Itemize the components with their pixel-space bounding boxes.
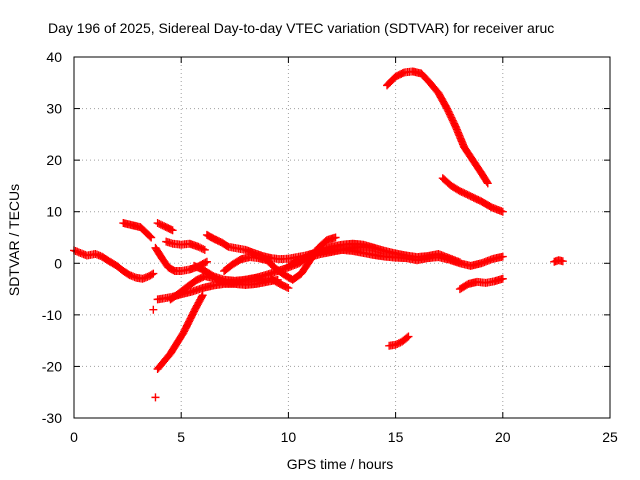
series-arc-e (162, 237, 209, 254)
x-tick-label: 15 (388, 429, 404, 445)
data-layer (70, 67, 567, 402)
y-tick-label: 10 (46, 204, 62, 220)
ticks-layer: 0 5 10 15 20 25 -30 -20 -10 0 10 20 30 40 (42, 49, 618, 445)
series-arc-i (151, 393, 160, 402)
data-point (498, 252, 507, 261)
series-arc-c (153, 219, 177, 235)
series-arc-m (220, 233, 340, 284)
y-tick-label: -20 (42, 358, 62, 374)
data-point (202, 257, 211, 266)
data-point (498, 207, 507, 216)
series-arc-n (267, 274, 293, 293)
data-point (404, 332, 413, 341)
plot-frame (73, 56, 611, 419)
data-point (198, 291, 207, 300)
data-point (331, 233, 340, 242)
data-point (201, 258, 210, 267)
x-tick-label: 5 (177, 429, 185, 445)
y-tick-label: -30 (42, 410, 62, 426)
grid-layer (74, 57, 610, 418)
data-point (149, 305, 158, 314)
x-tick-label: 0 (70, 429, 78, 445)
x-axis-label: GPS time / hours (286, 456, 394, 472)
y-tick-label: -10 (42, 307, 62, 323)
data-point (146, 232, 155, 241)
data-point (147, 233, 156, 242)
y-axis-label: SDTVAR / TECUs (6, 183, 22, 297)
series-arc-j (149, 305, 158, 314)
y-tick-label: 40 (46, 49, 62, 65)
series-arc-l (190, 239, 464, 285)
data-point (200, 245, 209, 254)
y-tick-label: 20 (46, 152, 62, 168)
series-arc-b (119, 219, 156, 242)
data-point (370, 243, 379, 252)
series-arc-q (438, 174, 507, 216)
series-arc-r (455, 274, 507, 294)
x-tick-label: 10 (281, 429, 297, 445)
series-arc-p (383, 67, 492, 188)
data-point (149, 269, 158, 278)
data-point (197, 292, 206, 301)
series-arc-h (153, 291, 207, 374)
data-point (403, 333, 412, 342)
data-point (168, 226, 177, 235)
data-point (558, 257, 567, 266)
series-arc-o (284, 242, 379, 270)
chart-title: Day 196 of 2025, Sidereal Day-to-day VTE… (48, 20, 555, 36)
data-point (147, 270, 156, 279)
data-point (262, 277, 271, 286)
data-point (498, 274, 507, 283)
data-point (483, 179, 492, 188)
data-point (284, 284, 293, 293)
data-point (199, 245, 208, 254)
data-point (151, 393, 160, 402)
data-point (455, 258, 464, 267)
y-tick-label: 0 (54, 255, 62, 271)
x-tick-label: 25 (602, 429, 618, 445)
series-arc-s (385, 332, 413, 350)
series-arc-a (70, 246, 158, 283)
series-arc-t (550, 256, 567, 266)
x-tick-label: 20 (495, 429, 511, 445)
data-point (482, 178, 491, 187)
y-tick-label: 30 (46, 101, 62, 117)
